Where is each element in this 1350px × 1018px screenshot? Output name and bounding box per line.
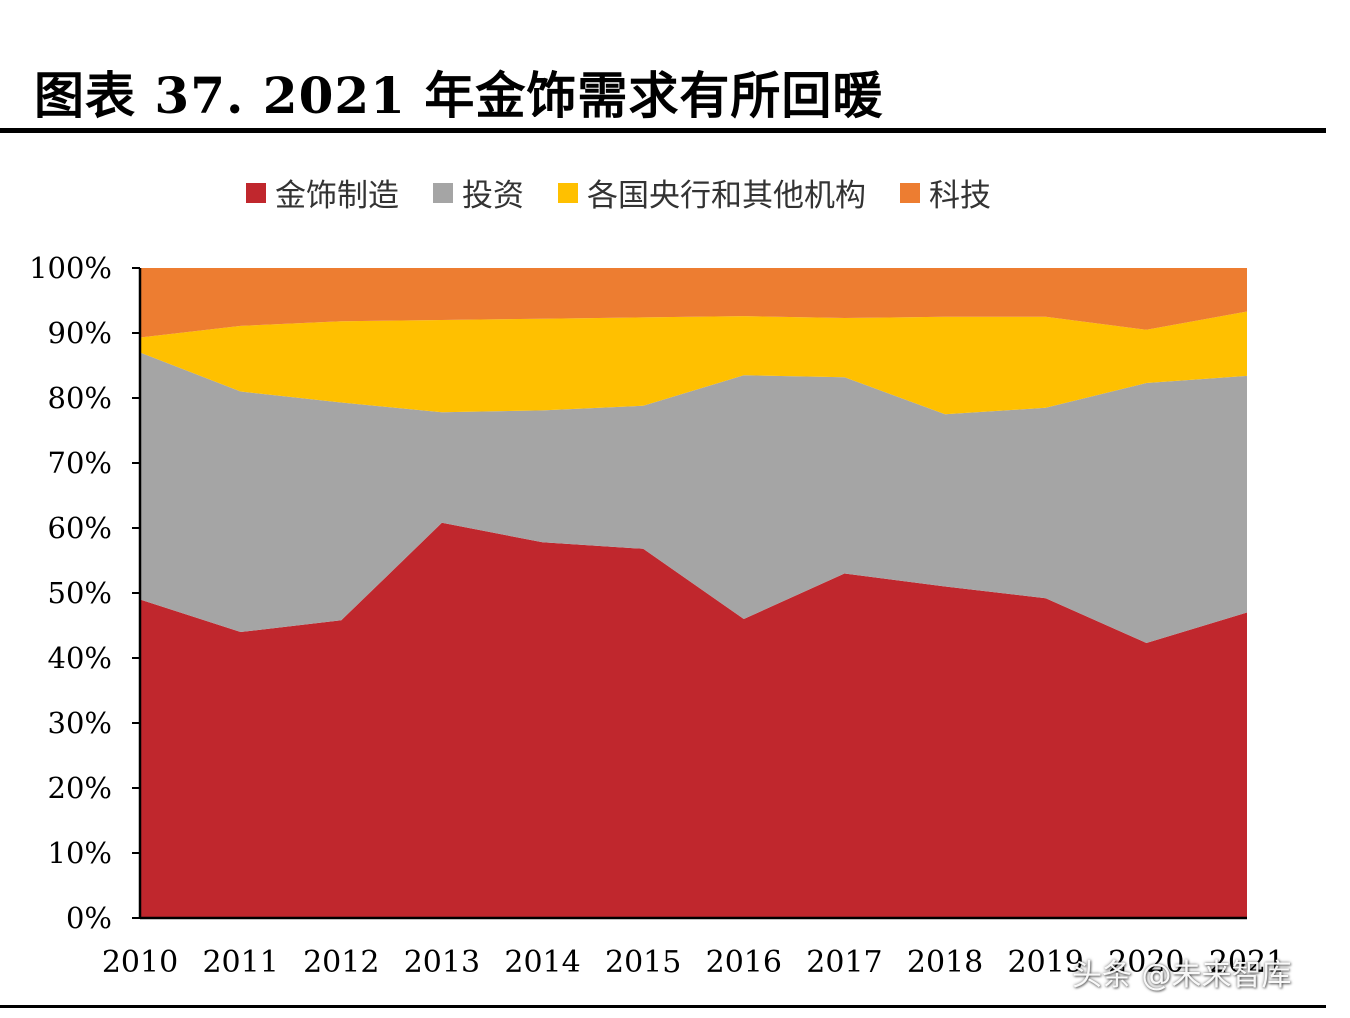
x-tick-labels: 2010 2011 2012 2013 2014 2015 2016 2017 2018 2019… <box>102 945 1285 980</box>
y-tick-label: 20% <box>48 771 112 805</box>
area-central-banks <box>140 311 1247 415</box>
y-tick-label: 60% <box>48 511 112 545</box>
x-tick-label: 2020 <box>1108 945 1184 980</box>
legend-swatch-investment <box>433 182 453 203</box>
area-investment <box>140 352 1247 643</box>
y-tick-label: 70% <box>48 446 112 480</box>
legend-label-jewelry: 金饰制造 <box>275 178 399 214</box>
legend-item-technology: 科技 <box>900 170 991 215</box>
x-tick-label: 2013 <box>404 945 480 980</box>
legend-swatch-technology <box>900 182 920 203</box>
chart-title: 图表 37. 2021 年金饰需求有所回暖 <box>34 66 884 125</box>
area-layer <box>140 268 1247 918</box>
y-tick-label: 90% <box>48 316 112 350</box>
area-jewelry <box>140 522 1247 918</box>
y-tick-label: 10% <box>48 836 112 870</box>
y-tick-label: 30% <box>48 706 112 740</box>
legend-item-investment: 投资 <box>433 170 524 215</box>
legend-swatch-jewelry <box>246 182 266 203</box>
chart-legend: 金饰制造 投资 各国央行和其他机构 科技 <box>246 170 1025 215</box>
axis-layer <box>132 267 1247 920</box>
x-tick-label: 2012 <box>303 945 379 980</box>
x-tick-label: 2014 <box>504 945 580 980</box>
watermark: 头条 @未来智库 <box>1072 958 1292 993</box>
y-tick-label: 40% <box>48 641 112 675</box>
bottom-divider <box>0 1005 1326 1008</box>
y-tick-labels: 0% 10% 20% 30% 40% 50% 60% 70% 80% 90% 100% <box>29 251 112 935</box>
y-tick-label: 50% <box>48 576 112 610</box>
legend-label-technology: 科技 <box>929 178 991 214</box>
legend-label-investment: 投资 <box>462 178 524 214</box>
legend-label-central-banks: 各国央行和其他机构 <box>587 178 866 214</box>
x-tick-label: 2019 <box>1008 945 1084 980</box>
x-tick-label: 2015 <box>605 945 681 980</box>
legend-swatch-central-banks <box>558 182 578 203</box>
x-tick-label: 2018 <box>907 945 983 980</box>
y-tick-label: 80% <box>48 381 112 415</box>
y-tick-label: 0% <box>66 901 112 935</box>
x-tick-label: 2017 <box>806 945 882 980</box>
legend-item-jewelry: 金饰制造 <box>246 170 399 215</box>
title-divider <box>0 128 1326 133</box>
legend-item-central-banks: 各国央行和其他机构 <box>558 170 866 215</box>
x-tick-label: 2021 <box>1209 945 1285 980</box>
area-technology <box>140 268 1247 338</box>
y-tick-label: 100% <box>29 251 112 285</box>
x-tick-label: 2011 <box>202 945 278 980</box>
x-tick-label: 2010 <box>102 945 178 980</box>
x-tick-label: 2016 <box>706 945 782 980</box>
